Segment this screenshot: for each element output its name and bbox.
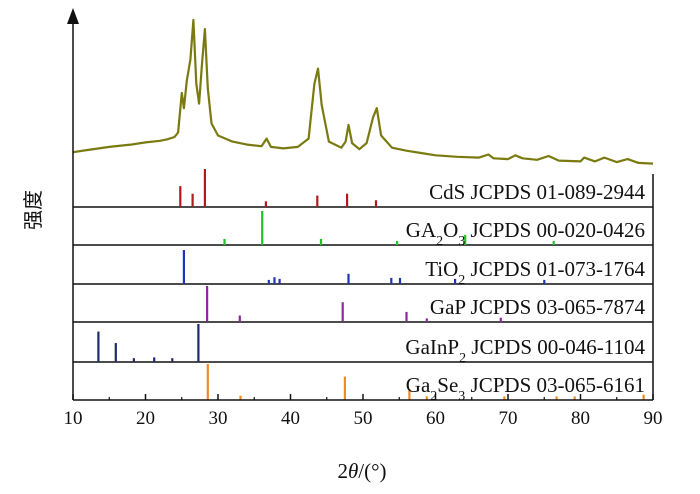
x-axis-label: 2θ/(°) [337,459,386,483]
x-tick-label: 60 [426,408,445,429]
x-tick-label: 80 [571,408,590,429]
reference-label: GA2O3 JCPDS 00-020-0426 [406,218,645,249]
x-tick-label: 20 [136,408,155,429]
x-tick-label: 50 [354,408,373,429]
panel-dividers [73,206,653,363]
pattern-group [72,18,654,165]
x-ticks: 10 20 30 40 50 60 70 80 90 [64,394,663,429]
reference-peaks [97,169,645,400]
x-tick-label: 10 [64,408,83,429]
measured-pattern-line [72,18,654,165]
y-axis-arrow [67,8,79,24]
x-tick-label: 70 [499,408,518,429]
reference-label: CdS JCPDS 01-089-2944 [429,180,645,204]
reference-label: GaP JCPDS 03-065-7874 [430,295,646,319]
y-axis-label: 强度 [21,190,45,230]
reference-label: Ga2Se3 JCPDS 03-065-6161 [406,373,645,404]
reference-label: GaInP2 JCPDS 00-046-1104 [405,335,645,366]
x-tick-label: 30 [209,408,228,429]
x-tick-label: 90 [644,408,663,429]
reference-labels: CdS JCPDS 01-089-2944 GA2O3 JCPDS 00-020-… [405,180,645,404]
x-tick-label: 40 [281,408,300,429]
reference-label: TiO2 JCPDS 01-073-1764 [425,257,645,288]
